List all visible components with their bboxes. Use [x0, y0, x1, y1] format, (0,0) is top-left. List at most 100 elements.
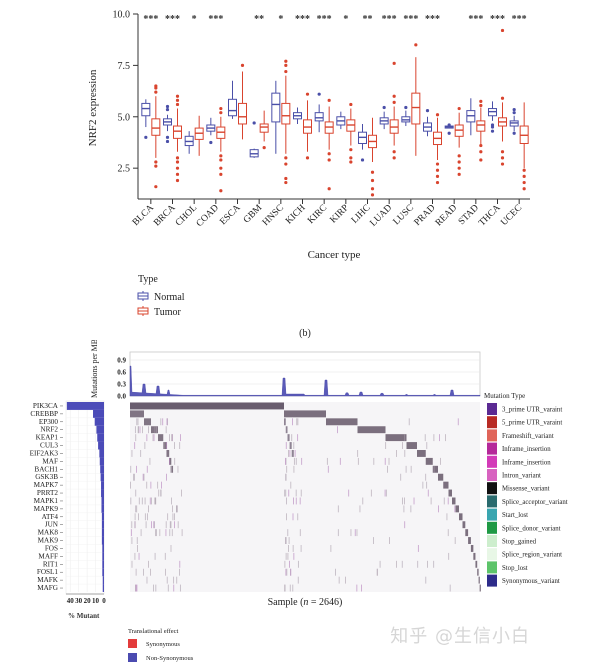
mutation-type-swatch: [487, 469, 497, 481]
box-iqr: [238, 102, 247, 125]
mutation-mark: [408, 418, 410, 426]
mutation-mark: [165, 521, 167, 529]
mutation-mark: [170, 465, 172, 473]
mutation-type-label: 5_prime UTR_varaint: [502, 420, 562, 427]
synonymous-swatch: [128, 639, 137, 648]
mutation-mark: [387, 465, 388, 473]
mutation-mark: [285, 457, 287, 465]
pct-mutant-bar: [101, 504, 104, 513]
outlier-point: [392, 94, 396, 98]
x-tick-label: UCEC: [499, 203, 524, 228]
mutation-mark: [136, 465, 137, 473]
nrf2-expression-boxplot: NRF2 expression Cancer type 2.5 5.0 7.5 10.…: [87, 10, 530, 339]
mutation-mark: [425, 576, 427, 584]
mutation-mark: [146, 434, 148, 442]
mutation-block: [475, 560, 478, 568]
mutation-mark: [130, 529, 132, 537]
box-normal-luad: [379, 105, 389, 130]
outlier-point: [154, 164, 158, 168]
mutation-block: [289, 442, 292, 449]
sample-axis-label: Sample (n = 2646): [268, 597, 343, 608]
pct-mutant-bar: [93, 409, 104, 418]
outlier-point: [457, 154, 461, 158]
outlier-point: [219, 111, 223, 115]
mutation-mark: [135, 584, 137, 592]
mutation-mark: [337, 505, 339, 513]
outlier-point: [490, 129, 495, 133]
box-tumor-kirc: [324, 98, 334, 191]
outlier-point: [435, 168, 440, 172]
outlier-point: [522, 187, 526, 191]
outlier-point: [154, 160, 158, 164]
pct-mutant-bar: [101, 489, 104, 497]
mutation-mark: [291, 434, 293, 442]
mutation-mark: [166, 418, 168, 426]
mutation-mark: [354, 529, 356, 537]
mutation-mark: [146, 513, 148, 521]
outlier-point: [392, 61, 396, 65]
translational-effect-legend: Translational effect Synonymous Non-Syno…: [128, 628, 194, 662]
mutation-mark: [138, 426, 139, 434]
mutation-mark: [285, 442, 287, 449]
mutation-mark: [356, 584, 358, 592]
mutation-mark: [144, 442, 146, 449]
outlier-point: [500, 162, 505, 166]
mutation-mark: [142, 426, 143, 434]
mutation-type-legend-item: Inframe_insertion: [487, 442, 551, 455]
mutation-mark: [142, 473, 144, 481]
mutation-mark: [138, 513, 139, 521]
pct-mutant-bar: [66, 402, 104, 410]
mutation-mark: [288, 450, 289, 457]
mutation-mark: [166, 442, 168, 449]
outlier-point: [425, 109, 430, 113]
legend-title: Type: [138, 274, 158, 285]
mutation-mark: [297, 560, 299, 568]
x-tick-label: ESCA: [218, 203, 242, 227]
outlier-point: [175, 156, 180, 160]
mutation-mark: [130, 465, 132, 473]
box-normal-kich: [293, 107, 302, 124]
mutation-mark: [155, 497, 157, 505]
mutation-mark: [297, 576, 299, 584]
mutation-mark: [148, 560, 149, 568]
mutation-mark: [385, 442, 387, 449]
mutation-type-label: Inframe_insertion: [502, 459, 551, 466]
x-tick-label: CHOL: [174, 203, 199, 228]
mutation-mark: [286, 513, 287, 521]
gene-label: PRRT2: [37, 489, 59, 497]
x-tick-label: PRAD: [413, 203, 438, 228]
mutation-mark: [150, 568, 151, 576]
mutation-mark: [388, 457, 390, 465]
mutation-mark: [134, 513, 136, 521]
pct-mutant-bar: [100, 473, 104, 482]
pct-tick-label: 20: [84, 597, 92, 605]
mutation-mark: [151, 497, 152, 505]
mutation-mark: [172, 505, 173, 513]
mutation-mark: [345, 576, 346, 584]
mutation-mark: [424, 434, 426, 442]
mutation-mark: [433, 560, 435, 568]
outlier-point: [435, 180, 440, 185]
mutation-mark: [181, 489, 182, 497]
mutation-mark: [335, 568, 336, 576]
mutation-block: [477, 568, 479, 576]
outlier-point: [327, 98, 331, 102]
mutation-mark: [167, 418, 168, 426]
box-iqr: [141, 102, 151, 117]
mutation-mark: [154, 497, 156, 505]
box-tumor-blca: [151, 84, 161, 189]
outlier-point: [490, 123, 495, 127]
significance-label: ***: [165, 14, 180, 25]
mutation-type-swatch: [487, 403, 497, 415]
mutation-mark: [285, 473, 287, 481]
mutation-mark: [290, 481, 292, 489]
outlier-point: [479, 99, 483, 103]
mutation-mark: [449, 584, 451, 592]
gene-label: FOSL1: [37, 568, 59, 576]
box-normal-kirp: [336, 111, 346, 130]
mutation-mark: [289, 584, 291, 592]
mutation-mark: [143, 473, 145, 481]
mutation-mark: [293, 457, 295, 465]
mutation-block: [459, 513, 463, 521]
mutation-type-legend-item: Splice_region_variant: [487, 548, 562, 561]
